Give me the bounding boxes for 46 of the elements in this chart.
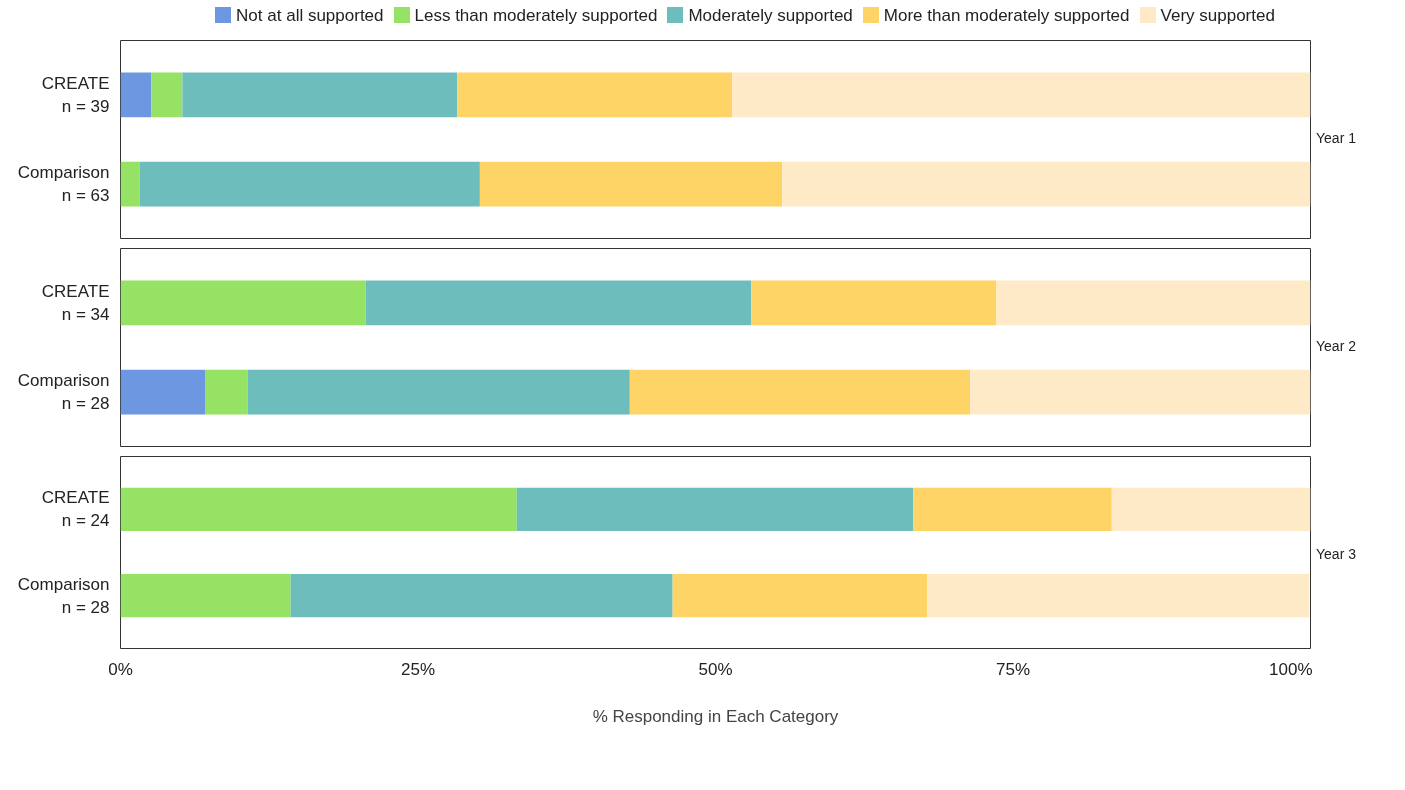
y-tick-label: CREATE n = 24 bbox=[41, 488, 110, 531]
bar bbox=[672, 574, 928, 618]
text: Year 2 bbox=[1316, 337, 1356, 356]
bar bbox=[629, 369, 971, 415]
bar bbox=[120, 574, 291, 618]
bar bbox=[120, 369, 205, 415]
bar bbox=[732, 72, 1311, 118]
bar bbox=[204, 369, 248, 415]
bar bbox=[457, 72, 733, 118]
bar bbox=[290, 574, 673, 618]
legend-label: More than moderately supported bbox=[882, 5, 1130, 27]
bar bbox=[182, 72, 458, 118]
y-tick-label: CREATE n = 39 bbox=[41, 74, 110, 116]
bar bbox=[913, 487, 1112, 531]
y-tick-label: Comparison n = 28 bbox=[17, 371, 110, 413]
bar bbox=[782, 161, 1311, 207]
bar bbox=[247, 369, 630, 415]
y-tick-label: CREATE n = 34 bbox=[41, 282, 110, 324]
text: Year 1 bbox=[1316, 129, 1356, 148]
bar bbox=[120, 280, 366, 326]
x-tick-label: 100% bbox=[1269, 659, 1313, 679]
x-tick-label: 25% bbox=[400, 659, 436, 679]
legend-label: Moderately supported bbox=[687, 5, 853, 27]
bar bbox=[120, 487, 517, 531]
legend-label: Not at all supported bbox=[235, 5, 384, 27]
bar bbox=[151, 72, 183, 118]
bar bbox=[927, 574, 1310, 618]
x-tick-label: 75% bbox=[995, 659, 1031, 679]
bar bbox=[996, 280, 1311, 326]
bar bbox=[365, 280, 752, 326]
y-tick-label: Comparison n = 28 bbox=[17, 574, 110, 617]
bar bbox=[479, 161, 783, 207]
bar bbox=[1111, 487, 1311, 531]
x-tick-label: 0% bbox=[108, 659, 133, 679]
bar bbox=[120, 161, 140, 207]
bar bbox=[516, 487, 914, 531]
x-axis-title: % Responding in Each Category bbox=[592, 706, 839, 726]
bar bbox=[970, 369, 1311, 415]
bar bbox=[120, 72, 152, 118]
x-tick-label: 50% bbox=[698, 659, 733, 679]
text: Year 3 bbox=[1316, 545, 1356, 564]
legend-label: Very supported bbox=[1159, 5, 1275, 27]
bar bbox=[139, 161, 480, 207]
y-tick-label: Comparison n = 63 bbox=[17, 163, 110, 205]
bar bbox=[751, 280, 997, 326]
legend-label: Less than moderately supported bbox=[413, 5, 658, 27]
